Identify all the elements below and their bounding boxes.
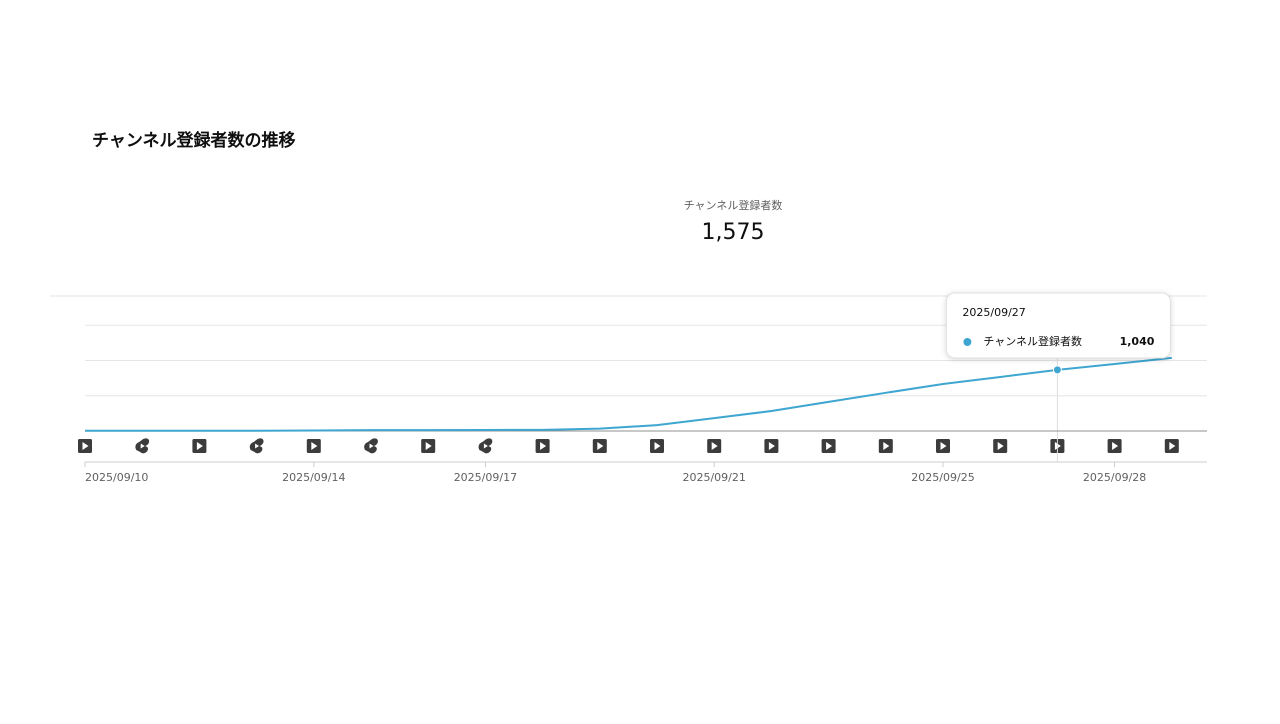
series-line: [85, 356, 1172, 432]
x-tick-label: 2025/09/28: [1083, 471, 1146, 484]
tooltip-date: 2025/09/27: [962, 306, 1025, 319]
video-icon-play: [82, 442, 89, 450]
summary-label: チャンネル登録者数: [684, 198, 783, 212]
tooltip: [945, 292, 1171, 359]
video-icon-play: [997, 442, 1004, 450]
x-tick-label: 2025/09/25: [911, 471, 974, 484]
shorts-icon-play: [140, 443, 145, 449]
video-icon-play: [1112, 442, 1119, 450]
upload-icons: [78, 438, 1179, 454]
x-tick-label: 2025/09/10: [85, 471, 148, 484]
video-icon-play: [311, 442, 318, 450]
video-icon-play: [540, 442, 547, 450]
tooltip-value: 1,040: [1120, 335, 1155, 348]
x-tick-label: 2025/09/17: [454, 471, 517, 484]
shorts-icon-play: [255, 443, 260, 449]
x-tick-label: 2025/09/14: [282, 471, 345, 484]
video-icon-play: [425, 442, 432, 450]
chart-title: チャンネル登録者数の推移: [92, 130, 296, 151]
video-icon-play: [1169, 442, 1176, 450]
tooltip-series-name: チャンネル登録者数: [983, 334, 1082, 348]
video-icon-play: [196, 442, 203, 450]
summary-value: 1,575: [702, 220, 765, 245]
tooltip-swatch: [963, 338, 972, 346]
video-icon-play: [654, 442, 661, 450]
video-icon-play: [826, 442, 833, 450]
x-tick-label: 2025/09/21: [682, 471, 745, 484]
shorts-icon-play: [369, 443, 374, 449]
video-icon-play: [597, 442, 604, 450]
hover-point: [1052, 365, 1062, 375]
video-icon-play: [711, 442, 718, 450]
video-icon-play: [940, 442, 947, 450]
shorts-icon-play: [483, 443, 488, 449]
video-icon-play: [883, 442, 890, 450]
video-icon-play: [768, 442, 775, 450]
